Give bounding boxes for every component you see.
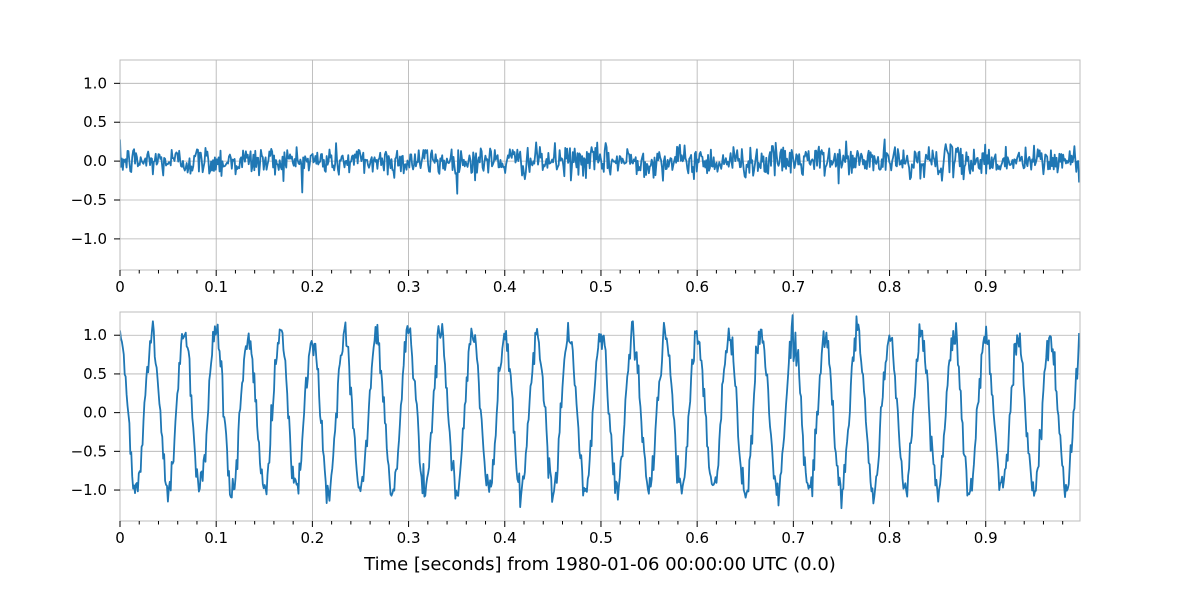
x-tick-label: 0.3 <box>397 529 421 547</box>
plot-frame <box>119 59 1081 271</box>
y-tick-label: 0.5 <box>83 365 107 383</box>
y-tick-label: 1.0 <box>83 74 107 92</box>
series-line <box>120 138 1080 195</box>
x-tick-label: 0.3 <box>397 278 421 296</box>
x-tick-label: 0.1 <box>204 278 228 296</box>
x-tick-label: 0.8 <box>878 529 902 547</box>
bottom-panel-signal: 0 0.1 0.2 0.3 0.4 0.5 0.6 0.7 0.8 0.9 1.0 0.5 0.0 −0.… <box>71 311 1081 547</box>
x-tick-label: 0.4 <box>493 278 517 296</box>
x-tick-label: 0.9 <box>974 278 998 296</box>
x-tick-label: 0.2 <box>300 529 324 547</box>
x-tick-label: 0.6 <box>685 529 709 547</box>
y-tick-label: 1.0 <box>83 326 107 344</box>
x-tick-label: 0.4 <box>493 529 517 547</box>
x-tick-label: 0 <box>115 278 125 296</box>
y-tick-label: −0.5 <box>71 191 107 209</box>
x-tick-label: 0.5 <box>589 278 613 296</box>
x-tick-label: 0.7 <box>781 278 805 296</box>
x-tick-label: 0.6 <box>685 278 709 296</box>
y-tick-label: −0.5 <box>71 442 107 460</box>
y-tick-label: 0.0 <box>83 404 107 422</box>
plot-frame <box>119 311 1081 522</box>
x-tick-label: 0.7 <box>781 529 805 547</box>
top-panel-noise: 0 0.1 0.2 0.3 0.4 0.5 0.6 0.7 0.8 0.9 1.0 0.5 0.0 −0.… <box>71 59 1081 296</box>
x-tick-label: 0.8 <box>878 278 902 296</box>
y-tick-label: 0.0 <box>83 152 107 170</box>
y-tick-label: −1.0 <box>71 481 107 499</box>
x-tick-label: 0.9 <box>974 529 998 547</box>
y-tick-label: −1.0 <box>71 230 107 248</box>
x-axis-label: Time [seconds] from 1980-01-06 00:00:00 … <box>363 554 836 575</box>
x-tick-label: 0.2 <box>300 278 324 296</box>
x-tick-label: 0 <box>115 529 125 547</box>
x-tick-label: 0.1 <box>204 529 228 547</box>
x-tick-label: 0.5 <box>589 529 613 547</box>
y-tick-label: 0.5 <box>83 113 107 131</box>
series-line <box>120 314 1080 510</box>
